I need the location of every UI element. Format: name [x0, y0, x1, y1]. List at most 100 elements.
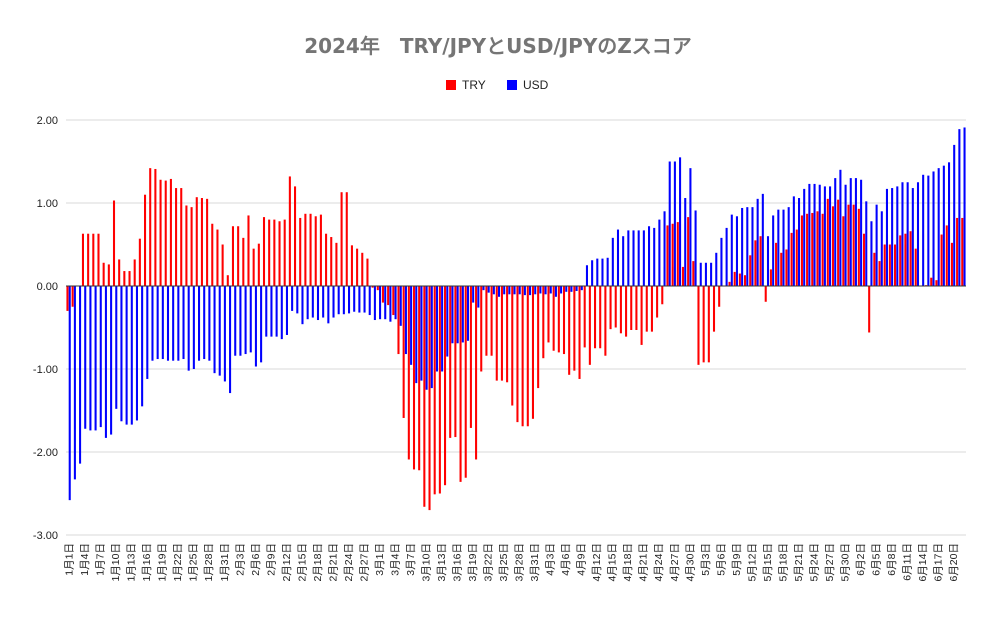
bar-usd [187, 286, 190, 371]
bar-usd [948, 162, 951, 286]
bar-try [144, 194, 147, 286]
bar-try [594, 286, 597, 349]
bar-try [687, 217, 690, 286]
bar-usd [342, 286, 345, 315]
bar-try [656, 286, 659, 318]
bar-usd [829, 186, 832, 286]
bar-usd [953, 144, 956, 286]
bar-usd [808, 183, 811, 286]
legend-label-usd: USD [523, 78, 549, 92]
x-tick-label: 1月25日 [188, 543, 200, 582]
bar-usd [901, 182, 904, 286]
bar-usd [353, 286, 356, 312]
bar-try [930, 277, 933, 286]
bar-usd [601, 258, 604, 286]
bar-try [914, 248, 917, 286]
bar-usd [756, 198, 759, 286]
bar-try [475, 286, 478, 460]
bar-usd [875, 204, 878, 286]
bar-usd [420, 286, 423, 381]
x-tick-label: 3月13日 [436, 543, 448, 582]
x-tick-label: 4月15日 [607, 543, 619, 582]
bar-try [350, 245, 353, 286]
bar-try [149, 168, 152, 286]
x-tick-label: 3月31日 [529, 543, 541, 582]
bar-try [221, 244, 224, 286]
x-tick-label: 1月4日 [79, 543, 91, 576]
bar-try [625, 286, 628, 337]
x-tick-label: 6月8日 [886, 543, 898, 576]
x-tick-label: 3月1日 [374, 543, 386, 576]
bar-try [692, 261, 695, 286]
bar-try [573, 286, 576, 371]
bar-try [619, 286, 622, 334]
bar-usd [249, 286, 252, 353]
bar-usd [234, 286, 237, 356]
bar-usd [689, 168, 692, 286]
x-tick-label: 1月7日 [95, 543, 107, 576]
bar-usd [239, 286, 242, 356]
x-tick-label: 1月19日 [157, 543, 169, 582]
bar-usd [94, 286, 97, 431]
bar-usd [648, 226, 651, 286]
bar-usd [699, 262, 702, 286]
bar-usd [296, 286, 299, 314]
bar-try [387, 286, 390, 306]
bar-usd [492, 286, 495, 295]
bar-usd [203, 286, 206, 360]
bar-try [588, 286, 591, 365]
x-tick-label: 5月12日 [746, 543, 758, 582]
bar-try [449, 286, 452, 438]
y-tick-label: 1.00 [37, 198, 58, 210]
bar-try [226, 275, 229, 286]
bar-try [128, 271, 131, 286]
bar-usd [218, 286, 221, 376]
x-tick-label: 5月9日 [731, 543, 743, 576]
bar-usd [937, 168, 940, 286]
bar-try [821, 213, 824, 286]
bar-usd [523, 286, 526, 296]
bar-usd [942, 165, 945, 286]
bar-try [366, 258, 369, 286]
legend: TRY USD [446, 78, 549, 92]
x-tick-label: 1月31日 [219, 543, 231, 582]
bar-usd [487, 286, 490, 293]
y-tick-label: -2.00 [33, 447, 58, 459]
bar-try [175, 188, 178, 286]
bar-usd [161, 286, 164, 360]
bar-usd [891, 188, 894, 286]
bar-usd [715, 252, 718, 286]
bar-usd [735, 216, 738, 286]
bar-try [526, 286, 529, 427]
bar-usd [591, 260, 594, 286]
bar-usd [518, 286, 521, 295]
bar-try [557, 286, 560, 353]
bar-usd [146, 286, 149, 379]
bar-usd [834, 178, 837, 286]
bar-usd [958, 129, 961, 286]
bar-try [785, 249, 788, 286]
bar-try [433, 286, 436, 495]
bar-usd [472, 286, 475, 303]
bar-usd [156, 286, 159, 360]
bar-try [759, 236, 762, 286]
bar-usd [663, 211, 666, 286]
bar-usd [818, 184, 821, 286]
bar-usd [198, 286, 201, 361]
bar-try [604, 286, 607, 356]
bar-usd [927, 175, 930, 286]
bar-usd [208, 286, 211, 361]
bar-try [790, 232, 793, 286]
bar-usd [658, 219, 661, 286]
x-tick-label: 5月6日 [715, 543, 727, 576]
x-tick-label: 3月19日 [467, 543, 479, 582]
bar-try [123, 271, 126, 286]
bar-usd [896, 186, 899, 286]
bar-try [407, 286, 410, 460]
bar-try [811, 212, 814, 286]
bar-usd [720, 237, 723, 286]
bar-try [180, 188, 183, 286]
bar-try [495, 286, 498, 381]
bar-usd [653, 227, 656, 286]
bar-try [237, 226, 240, 286]
